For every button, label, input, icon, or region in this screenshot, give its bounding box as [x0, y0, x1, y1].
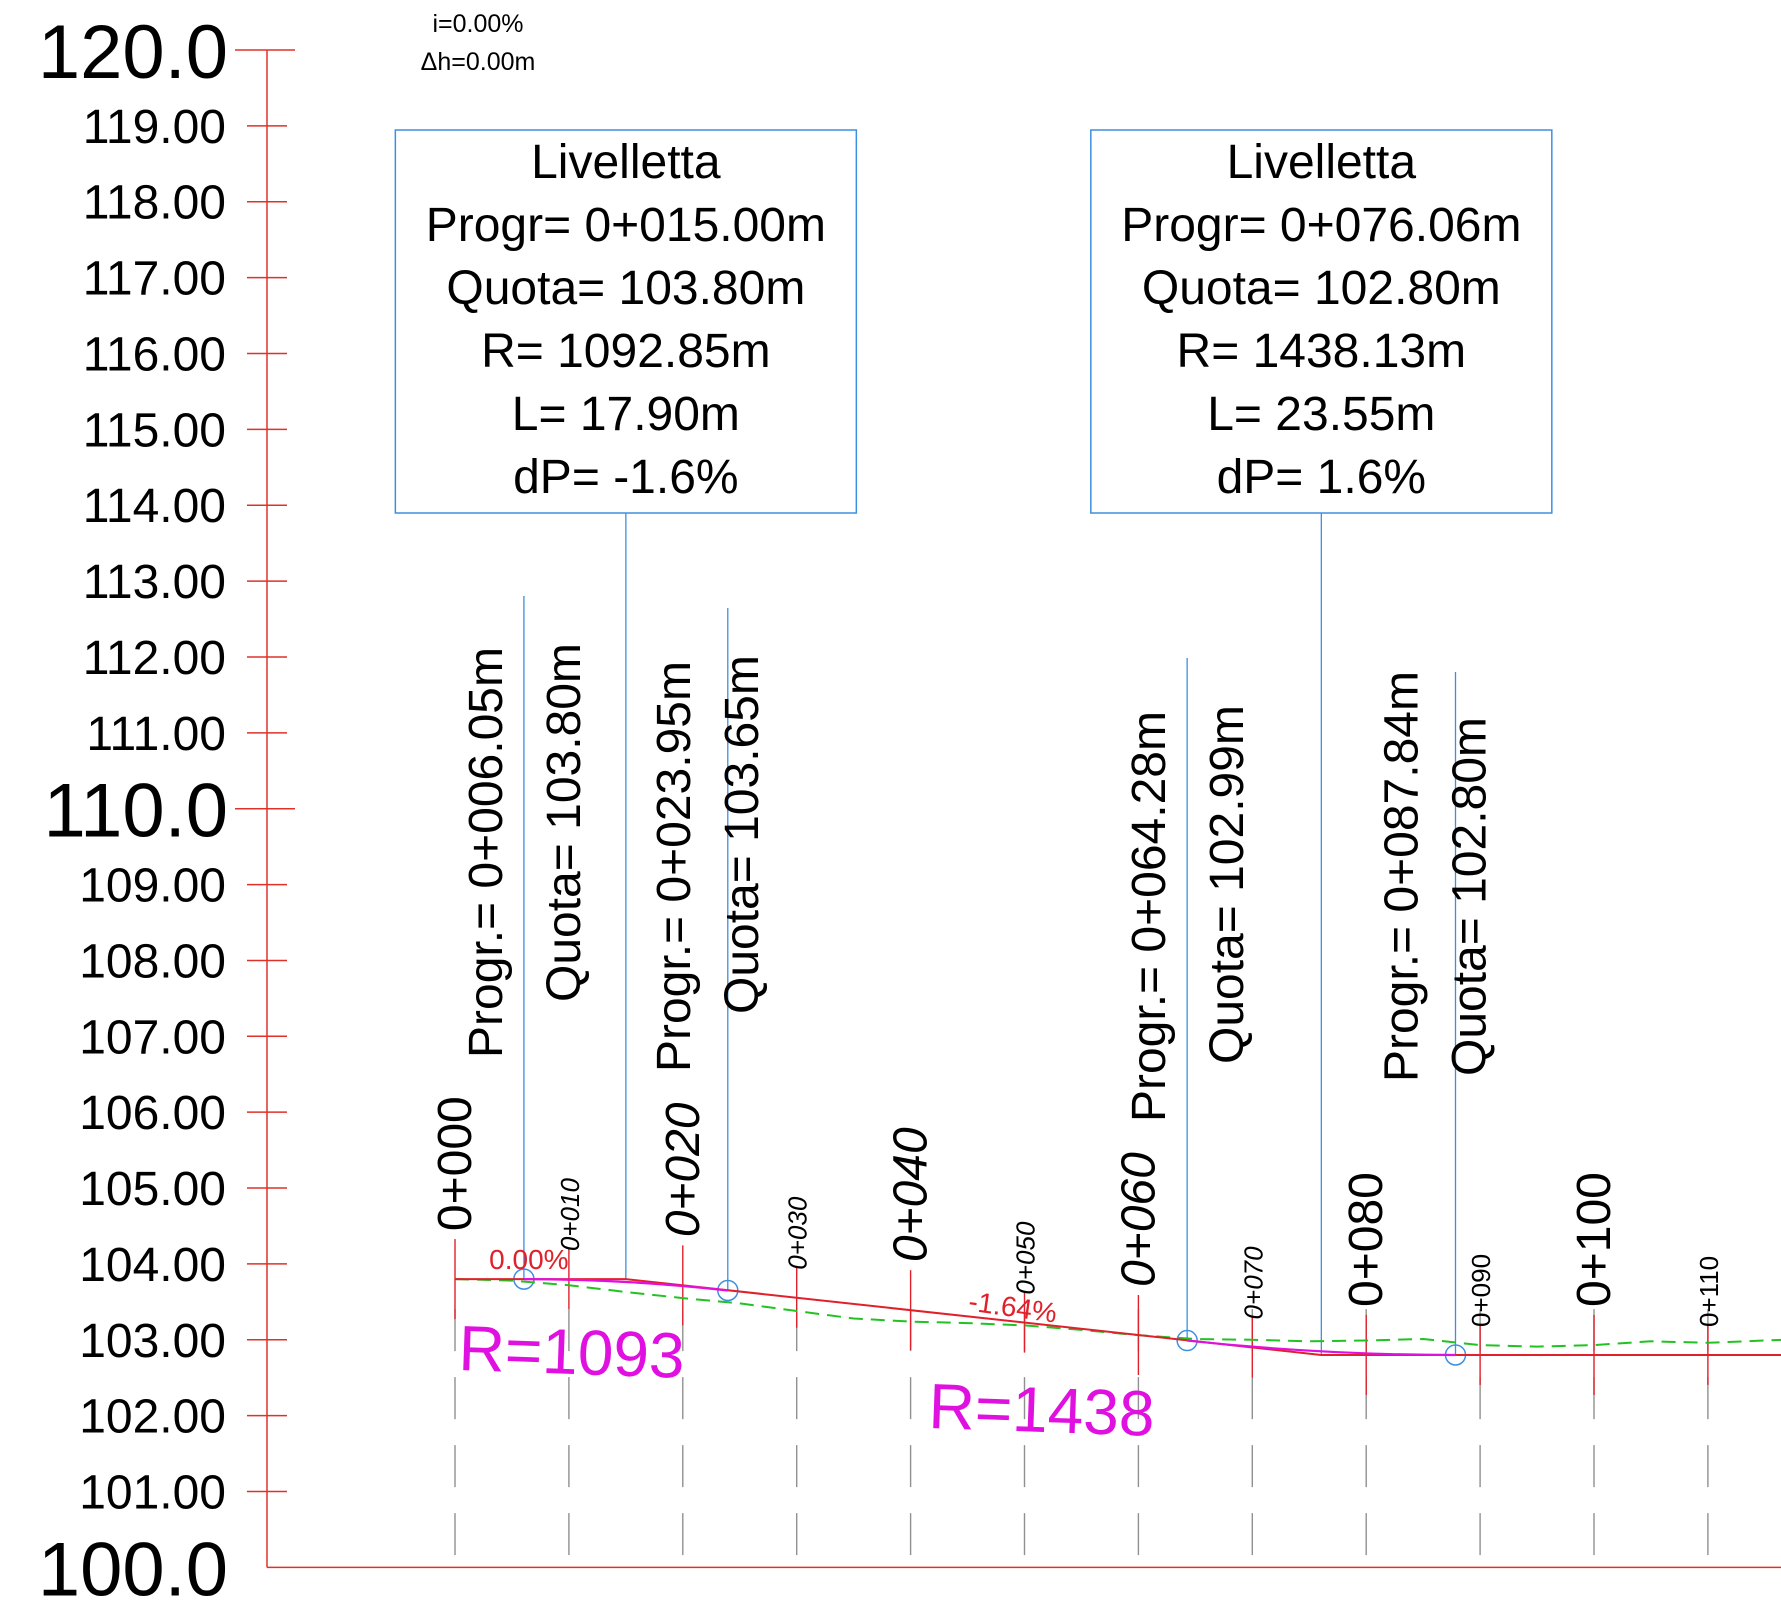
curve-start-progr-label: Progr.= 0+064.28m	[1123, 711, 1176, 1122]
elevation-major-label: 100.0	[38, 1527, 228, 1606]
curve-end-progr-label: Progr.= 0+087.84m	[1375, 671, 1428, 1082]
vertical-curve-radius-label: R=1438	[928, 1370, 1156, 1450]
station-major-label: 0+100	[1568, 1172, 1621, 1307]
elevation-minor-label: 104.00	[79, 1239, 226, 1292]
elevation-minor-label: 101.00	[79, 1467, 226, 1520]
elevation-minor-label: 102.00	[79, 1391, 226, 1444]
elevation-major-label: 120.0	[38, 10, 228, 95]
callout-radius: R= 1092.85m	[481, 325, 771, 378]
elevation-ticks: 120.0 110.0 100.0 119.00 118.00 117.00 116.00 1…	[38, 10, 295, 1606]
curve-end-quota-label: Quota= 102.80m	[1443, 717, 1496, 1076]
station-major-label: 0+060	[1112, 1152, 1165, 1287]
elevation-minor-label: 107.00	[79, 1011, 226, 1064]
callout-length: L= 23.55m	[1207, 388, 1435, 441]
callout-quota: Quota= 103.80m	[446, 262, 805, 315]
station-markers: 0+0000+0200+0400+0600+0800+1000+1200+140…	[429, 1096, 1724, 1568]
callout-title: Livelletta	[531, 136, 721, 189]
curve-start-progr-label: Progr.= 0+006.05m	[460, 647, 513, 1058]
curve-end-progr-label: Progr.= 0+023.95m	[648, 661, 701, 1072]
elevation-minor-label: 112.00	[83, 632, 226, 685]
callout-length: L= 17.90m	[512, 388, 740, 441]
station-minor-label: 0+070	[1238, 1246, 1268, 1320]
station-major-label: 0+080	[1340, 1172, 1393, 1307]
station-minor-label: 0+010	[555, 1178, 585, 1252]
elevation-minor-label: 114.00	[83, 480, 226, 533]
callout-progr: Progr= 0+015.00m	[426, 199, 826, 252]
vertical-curve-arc	[523, 1277, 728, 1292]
vertical-curve-radius-label: R=1093	[458, 1312, 686, 1392]
station-minor-label: 0+110	[1694, 1256, 1724, 1327]
elevation-minor-label: 109.00	[79, 860, 226, 913]
vertical-curve-callout: Livelletta Progr= 0+076.06m Quota= 102.80m…	[1090, 129, 1553, 1366]
callout-grade-change: dP= 1.6%	[1217, 451, 1426, 504]
callout-quota: Quota= 102.80m	[1142, 262, 1501, 315]
elevation-minor-label: 106.00	[79, 1087, 226, 1140]
slope-percent-label: i=0.00%	[432, 10, 523, 38]
callout-progr: Progr= 0+076.06m	[1121, 199, 1521, 252]
elevation-minor-label: 115.00	[83, 404, 226, 457]
elevation-minor-label: 105.00	[79, 1163, 226, 1216]
station-minor-label: 0+030	[783, 1196, 813, 1270]
elevation-minor-label: 117.00	[83, 253, 226, 306]
vertical-curve-callouts: Livelletta Progr= 0+015.00m Quota= 103.80m…	[394, 129, 1553, 1366]
elevation-minor-label: 116.00	[83, 328, 226, 381]
vertical-curve-arc	[1187, 1339, 1456, 1357]
elevation-axis: 120.0 110.0 100.0 119.00 118.00 117.00 116.00 1…	[38, 10, 1781, 1606]
elevation-minor-label: 111.00	[86, 708, 226, 761]
elevation-major-label: 110.0	[43, 769, 228, 854]
height-difference-label: Δh=0.00m	[421, 48, 536, 76]
callout-grade-change: dP= -1.6%	[513, 451, 738, 504]
vertical-curve-callout: Livelletta Progr= 0+015.00m Quota= 103.80m…	[394, 129, 858, 1302]
elevation-minor-label: 103.00	[79, 1315, 226, 1368]
station-major-label: 0+000	[429, 1096, 482, 1231]
slope-info: i=0.00% Δh=0.00m	[421, 10, 536, 76]
grade-percent-label: 0.00%	[489, 1244, 568, 1275]
elevation-minor-label: 119.00	[83, 101, 226, 154]
station-minor-label: 0+050	[1010, 1221, 1040, 1295]
elevation-minor-label: 108.00	[79, 935, 226, 988]
curve-end-quota-label: Quota= 103.65m	[716, 655, 769, 1014]
ground-line	[454, 1278, 1781, 1348]
elevation-minor-label: 118.00	[83, 177, 226, 230]
curve-start-quota-label: Quota= 102.99m	[1201, 705, 1254, 1064]
elevation-minor-label: 113.00	[83, 556, 226, 609]
callout-title: Livelletta	[1227, 136, 1417, 189]
callout-radius: R= 1438.13m	[1177, 325, 1467, 378]
station-major-label: 0+020	[657, 1102, 710, 1237]
station-minor-label: 0+090	[1466, 1254, 1496, 1327]
station-major-label: 0+040	[885, 1127, 938, 1262]
curve-start-quota-label: Quota= 103.80m	[538, 643, 591, 1002]
